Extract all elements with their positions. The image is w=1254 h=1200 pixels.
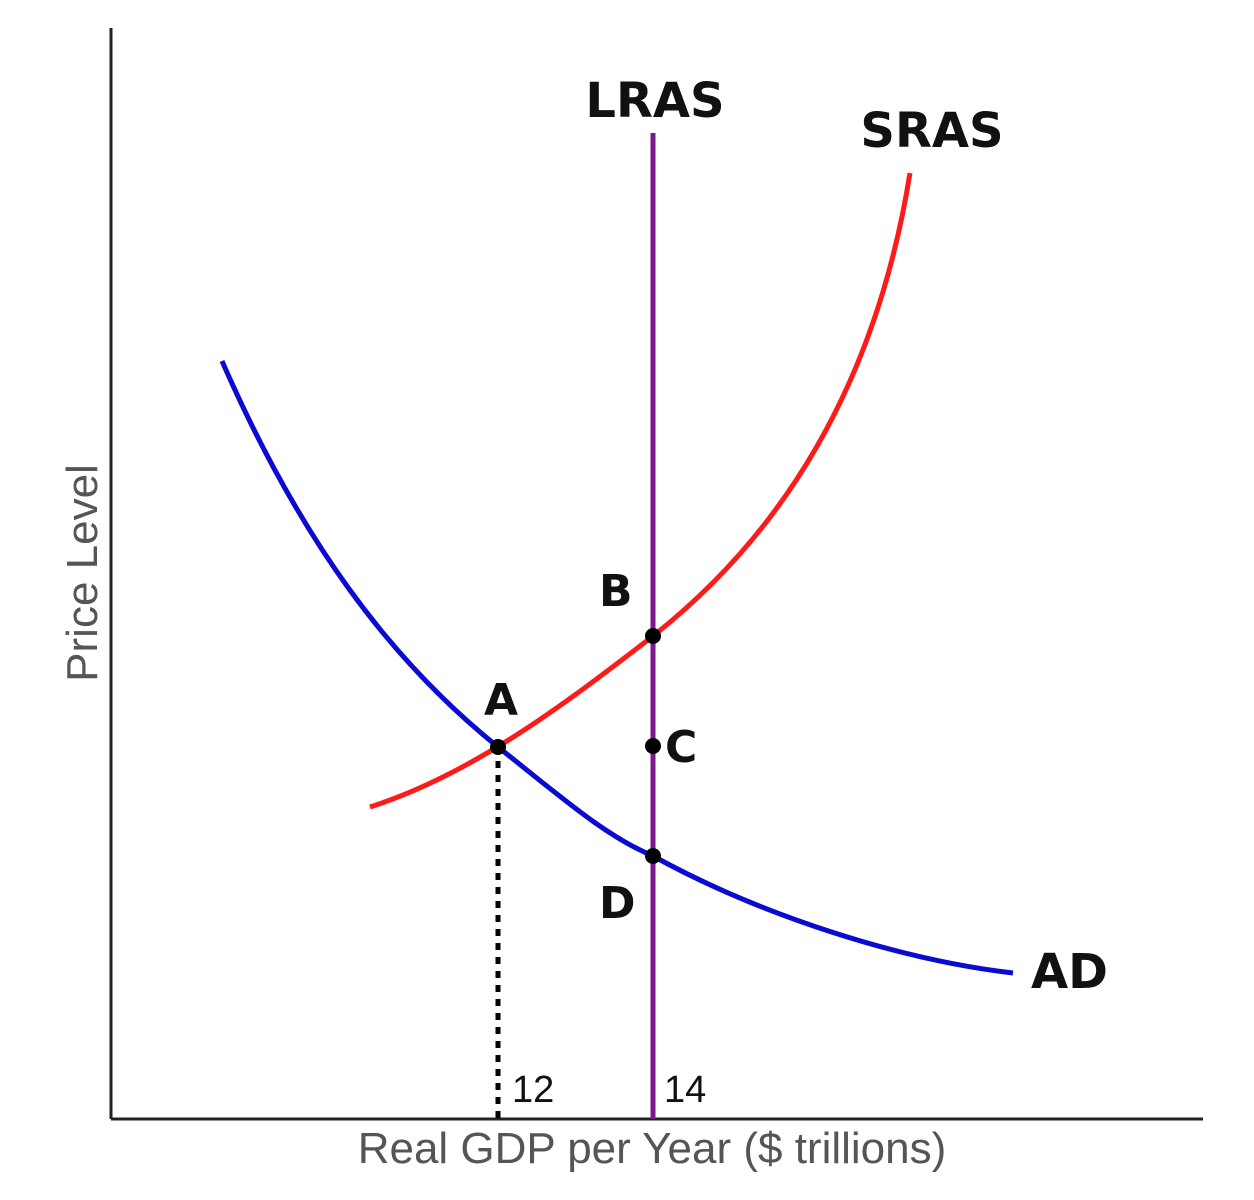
point-d-label: D xyxy=(599,878,636,929)
point-b-label: B xyxy=(599,566,633,617)
point-c-label: C xyxy=(665,722,697,773)
sras-label: SRAS xyxy=(860,103,1003,159)
ad-label: AD xyxy=(1031,944,1108,1000)
ad-curve xyxy=(219,360,1014,976)
lras-label: LRAS xyxy=(585,73,724,129)
y-axis-title: Price Level xyxy=(58,464,107,682)
sras-curve xyxy=(369,172,913,810)
x-tick-12: 12 xyxy=(512,1069,554,1111)
x-tick-14: 14 xyxy=(664,1069,706,1111)
x-axis-title: Real GDP per Year ($ trillions) xyxy=(358,1124,947,1173)
point-b xyxy=(645,628,661,644)
point-d xyxy=(645,848,661,864)
point-a xyxy=(490,739,506,755)
point-a-label: A xyxy=(484,675,518,726)
point-c xyxy=(645,738,661,754)
